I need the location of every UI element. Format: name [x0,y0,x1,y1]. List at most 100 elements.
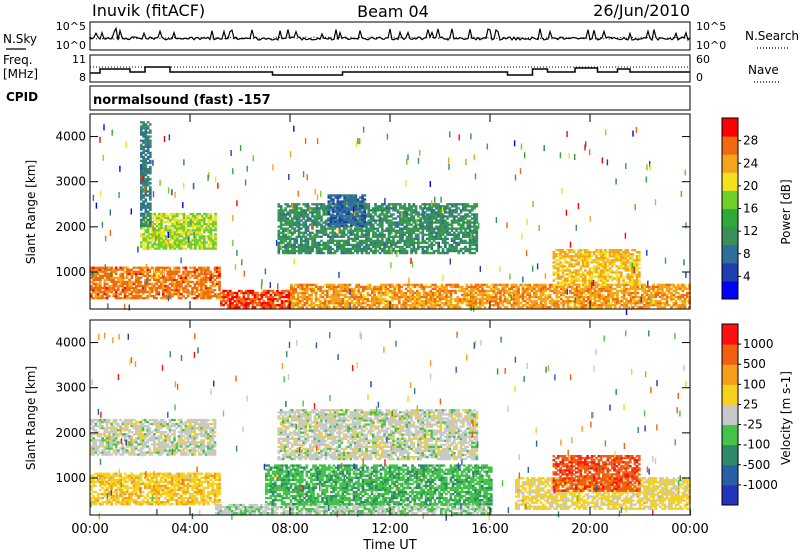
heatmap-cell [423,233,427,236]
heatmap-cell [391,285,394,289]
heatmap-cell [533,304,536,307]
heatmap-cell [373,300,376,303]
heatmap-cell [168,286,172,290]
heatmap-cell [318,209,321,212]
heatmap-cell [148,268,152,271]
heatmap-cell [318,251,321,255]
heatmap-cell [308,283,311,287]
heatmap-cell [591,306,595,309]
heatmap-cell [548,302,552,305]
heatmap-cell [650,295,653,299]
heatmap-cell [126,286,129,290]
heatmap-cell [214,237,217,240]
heatmap-cell [566,255,569,258]
heatmap-cell [202,288,206,292]
heatmap-cell [155,243,159,246]
heatmap-cell [426,221,429,224]
heatmap-cell [464,215,467,218]
heatmap-cell [144,247,148,250]
heatmap-cell [623,302,626,305]
heatmap-cell [108,284,111,288]
heatmap-cell [328,300,331,303]
heatmap-cell [499,306,502,309]
heatmap-cell [428,251,431,255]
heatmap-cell [437,219,440,222]
heatmap-cell [380,300,383,303]
heatmap-cell [412,215,416,218]
heatmap-cell [394,203,398,206]
heatmap-cell [194,245,197,248]
heatmap-cell [564,289,568,293]
heatmap-cell [119,266,122,269]
heatmap-cell [308,295,311,299]
heatmap-cell [304,249,308,253]
heatmap-cell [90,288,93,292]
heatmap-cell [456,283,460,287]
heatmap-cell [338,241,341,245]
heatmap-cell [396,225,400,228]
heatmap-cell [591,293,595,297]
heatmap-cell [176,223,179,226]
heatmap-cell [412,231,416,234]
heatmap-cell [269,297,273,301]
heatmap-cell [214,218,217,222]
heatmap-cell [182,290,185,294]
heatmap-cell [331,235,335,238]
heatmap-cell [421,203,425,206]
heatmap-cell [94,293,98,296]
heatmap-cell [559,281,562,284]
heatmap-cell [598,297,601,301]
heatmap-cell [180,274,183,278]
heatmap-cell [394,231,398,234]
heatmap-cell [189,290,192,294]
heatmap-cell [329,251,332,255]
heatmap-cell [387,203,391,206]
heatmap-cell [492,291,496,295]
heatmap-cell [552,255,556,258]
heatmap-cell [297,227,301,230]
heatmap-cell [539,306,543,309]
heatmap-cell [512,297,516,301]
heatmap-cell [200,284,203,288]
heatmap-cell [620,297,624,301]
heatmap-cell [363,198,367,201]
heatmap-cell [214,233,217,236]
heatmap-cell [171,272,174,276]
heatmap-cell [381,221,384,224]
heatmap-cell [665,285,669,289]
heatmap-cell [309,249,312,253]
heatmap-cell [403,233,407,236]
heatmap-cell [191,231,195,234]
heatmap-cell [231,306,234,309]
heatmap-cell [99,274,102,278]
heatmap-cell [153,243,157,246]
heatmap-cell [158,243,161,246]
heatmap-cell [578,295,581,299]
heatmap-cell [365,237,368,241]
heatmap-cell [372,207,375,210]
heatmap-cell [203,221,206,224]
heatmap-cell [150,288,154,292]
heatmap-cell [260,297,264,301]
heatmap-cell [139,284,143,288]
heatmap-cell [439,221,443,224]
heatmap-cell [296,300,300,303]
heatmap-cell [663,304,667,307]
heatmap-cell [632,291,635,295]
heatmap-cell [359,204,362,207]
heatmap-cell [333,233,337,236]
heatmap-cell [598,287,601,291]
heatmap-cell [180,286,183,290]
heatmap-cell [526,285,529,289]
heatmap-cell [194,243,197,246]
heatmap-cell [403,213,407,216]
heatmap-cell [345,223,348,226]
heatmap-cell [668,287,671,291]
heatmap-cell [177,276,181,280]
heatmap-cell [418,302,421,305]
heatmap-cell [553,291,556,295]
heatmap-cell [305,300,309,303]
heatmap-cell [279,205,283,208]
heatmap-cell [441,219,445,222]
heatmap-cell [438,295,442,299]
